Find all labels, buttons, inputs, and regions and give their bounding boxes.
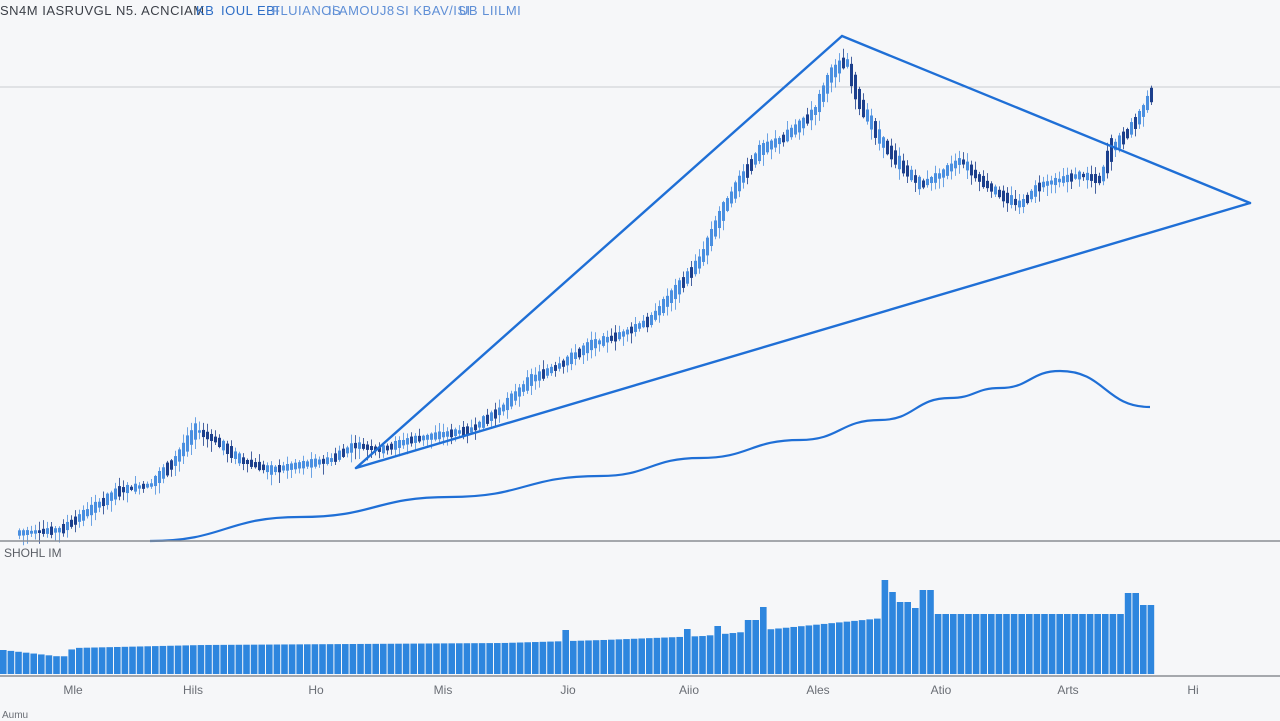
- x-axis-tick-label: Atio: [930, 683, 952, 697]
- header-segment: Ii AMOUJ8: [328, 3, 395, 18]
- chart-header: SN4M IASRUVGL N5. ACNCIAM KB IOUL EBI FLUIAN…: [0, 0, 1280, 22]
- header-segment: SI KBAV/ISI: [396, 3, 471, 18]
- header-segment: IOUL EBI: [221, 3, 280, 18]
- x-axis-tick-label: Mle: [63, 683, 83, 697]
- x-axis-tick-label: Arts: [1057, 683, 1079, 697]
- volume-panel-label: SHOHL IM: [4, 546, 62, 560]
- header-segment: N5. ACNCIAM: [116, 3, 205, 18]
- x-axis-tick-label: Aiio: [678, 683, 700, 697]
- x-axis-tick-label: Ho: [308, 683, 324, 697]
- x-axis-tick-label: Mis: [433, 683, 453, 697]
- header-segment: SN4M IASRUVGL: [0, 3, 112, 18]
- header-segment: KB: [196, 3, 215, 18]
- x-axis-tick-label: Hils: [183, 683, 203, 697]
- header-segment: FLUIANOS: [272, 3, 342, 18]
- x-axis-tick-label: Jio: [560, 683, 576, 697]
- footer-label: Aumu: [2, 710, 29, 721]
- x-axis-tick-label: Ales: [806, 683, 830, 697]
- trendlines: [354, 34, 1252, 470]
- x-axis-tick-label: Hi: [1187, 683, 1199, 697]
- volume-bars: [0, 580, 1155, 674]
- moving-average-line: [149, 369, 1151, 543]
- candlesticks: [18, 48, 1153, 546]
- header-segment: UB LIILMI: [459, 3, 522, 18]
